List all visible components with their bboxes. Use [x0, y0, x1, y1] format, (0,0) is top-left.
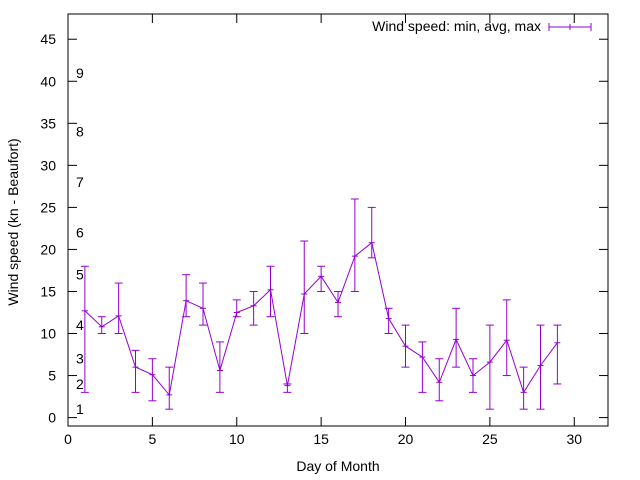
legend: Wind speed: min, avg, max	[372, 18, 592, 34]
x-tick-label: 0	[64, 431, 72, 447]
y-tick-label: 10	[40, 326, 56, 342]
error-bar	[165, 366, 174, 410]
x-tick-label: 25	[482, 431, 498, 447]
error-bar	[418, 341, 427, 393]
error-bar	[502, 299, 511, 377]
plot-frame	[67, 13, 609, 427]
error-bar	[435, 358, 444, 402]
beaufort-label: 2	[76, 376, 84, 392]
y-tick-label: 15	[40, 283, 56, 299]
error-bar	[334, 290, 342, 318]
legend-label: Wind speed: min, avg, max	[372, 18, 541, 34]
x-tick-label: 15	[313, 431, 329, 447]
beaufort-label: 7	[76, 174, 84, 190]
x-tick-label: 30	[566, 431, 582, 447]
x-tick-label: 20	[398, 431, 414, 447]
error-bar	[536, 324, 545, 410]
beaufort-labels: 1 2 3 4 5 6 7 8 9	[76, 65, 84, 417]
error-bar	[519, 366, 528, 410]
error-bar	[350, 198, 359, 292]
beaufort-label: 3	[76, 351, 84, 367]
y-tick-label: 0	[48, 410, 56, 426]
error-bar	[300, 240, 309, 335]
beaufort-label: 1	[76, 401, 84, 417]
error-bar	[114, 282, 123, 335]
error-bar	[401, 324, 410, 368]
error-bar	[485, 324, 494, 410]
series-line	[84, 241, 558, 397]
series-group	[80, 198, 562, 410]
x-tick-label: 5	[148, 431, 156, 447]
x-axis: 0 5 10 15 20 25 30	[64, 14, 582, 447]
y-tick-label: 5	[48, 368, 56, 384]
error-bar	[249, 290, 258, 326]
legend-key	[548, 23, 592, 31]
beaufort-label: 9	[76, 65, 84, 81]
error-bar	[148, 358, 157, 402]
error-bar	[131, 349, 140, 393]
y-axis-label: Wind speed (kn - Beaufort)	[5, 138, 21, 305]
beaufort-label: 6	[76, 225, 84, 241]
error-bar	[317, 265, 326, 292]
error-bar	[553, 324, 562, 385]
y-tick-label: 25	[40, 199, 56, 215]
beaufort-label: 5	[76, 267, 84, 283]
y-tick-label: 40	[40, 73, 56, 89]
error-bar	[215, 341, 224, 393]
x-tick-label: 10	[229, 431, 245, 447]
error-bar	[367, 206, 376, 259]
y-tick-label: 35	[40, 115, 56, 131]
error-bar	[80, 265, 89, 393]
beaufort-label: 4	[76, 317, 84, 333]
error-bar	[199, 282, 207, 326]
y-tick-label: 30	[40, 157, 56, 173]
error-bar	[283, 383, 292, 393]
y-tick-label: 45	[40, 31, 56, 47]
y-tick-label: 20	[40, 241, 56, 257]
error-bar	[266, 265, 275, 318]
error-bar	[182, 274, 191, 318]
error-bar	[469, 358, 477, 393]
error-bar	[97, 316, 106, 335]
x-axis-label: Day of Month	[296, 458, 379, 474]
error-bar	[384, 307, 393, 335]
error-bar	[232, 299, 241, 318]
beaufort-label: 8	[76, 124, 84, 140]
error-bar	[452, 307, 461, 368]
